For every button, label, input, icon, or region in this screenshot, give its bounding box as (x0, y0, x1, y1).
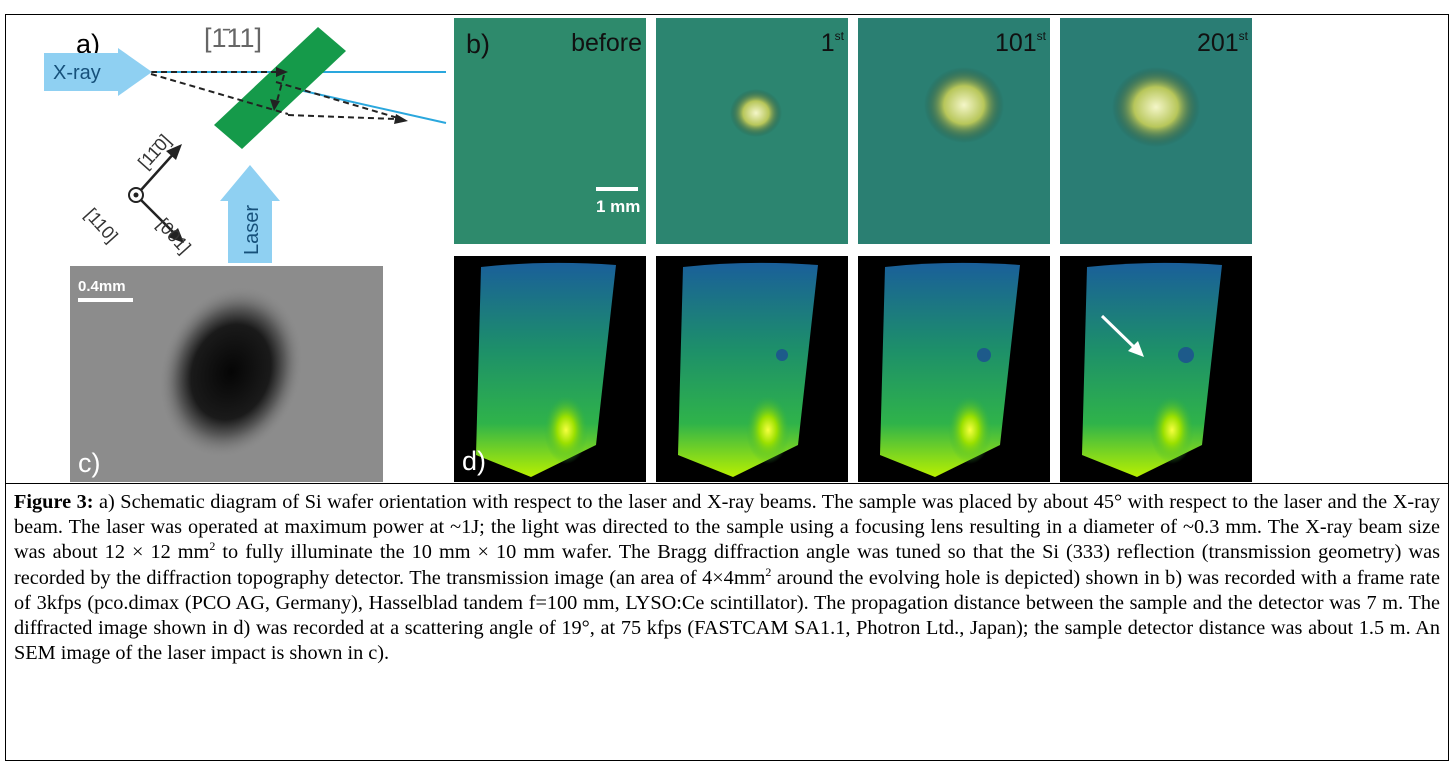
scale-bar (78, 298, 133, 302)
xray-label: X-ray (53, 62, 101, 84)
panel-label: d) (462, 446, 486, 476)
caption-label: Figure 3: (14, 491, 94, 513)
panel-label: b) (466, 29, 490, 59)
frame-suffix: st (1037, 29, 1047, 43)
hole (730, 89, 782, 137)
frame-number: 101 (995, 29, 1037, 57)
frame-number: 201 (1197, 29, 1239, 57)
scale-label: 0.4mm (78, 278, 126, 295)
hole (1112, 67, 1200, 147)
topographs (476, 263, 1222, 477)
caption: Figure 3: a) Schematic diagram of Si waf… (6, 483, 1448, 760)
superscript: 2 (765, 565, 771, 579)
panel-label: c) (78, 448, 101, 478)
direction-label: [1̄11] (204, 23, 262, 53)
axis-origin (134, 193, 139, 198)
hole (924, 67, 1004, 143)
scale-label: 1 mm (596, 197, 640, 216)
axis-label: [110] (81, 204, 122, 246)
scale-bar (596, 187, 638, 191)
panel-c: 0.4mm c) (70, 265, 383, 482)
panel-b: b) before 1st 101st 201st 1 mm (454, 18, 1252, 244)
frame-suffix: st (1239, 29, 1249, 43)
panel-d: d) (454, 256, 1252, 482)
figure-frame: a) [1̄11] X-ray [11̄0] [110] [001] Laser (5, 14, 1449, 761)
frame-suffix: st (835, 29, 845, 43)
superscript: 2 (209, 540, 215, 554)
panel-a: a) [1̄11] X-ray [11̄0] [110] [001] Laser (44, 23, 446, 263)
axis-label: [001] (153, 214, 195, 257)
frame-label: before (571, 29, 642, 57)
frame-number: 1 (821, 29, 835, 57)
page: {"panel_a": {"label": "a)", "direction":… (0, 0, 1454, 761)
figure: a) [1̄11] X-ray [11̄0] [110] [001] Laser (6, 15, 1448, 483)
laser-label: Laser (241, 205, 263, 255)
